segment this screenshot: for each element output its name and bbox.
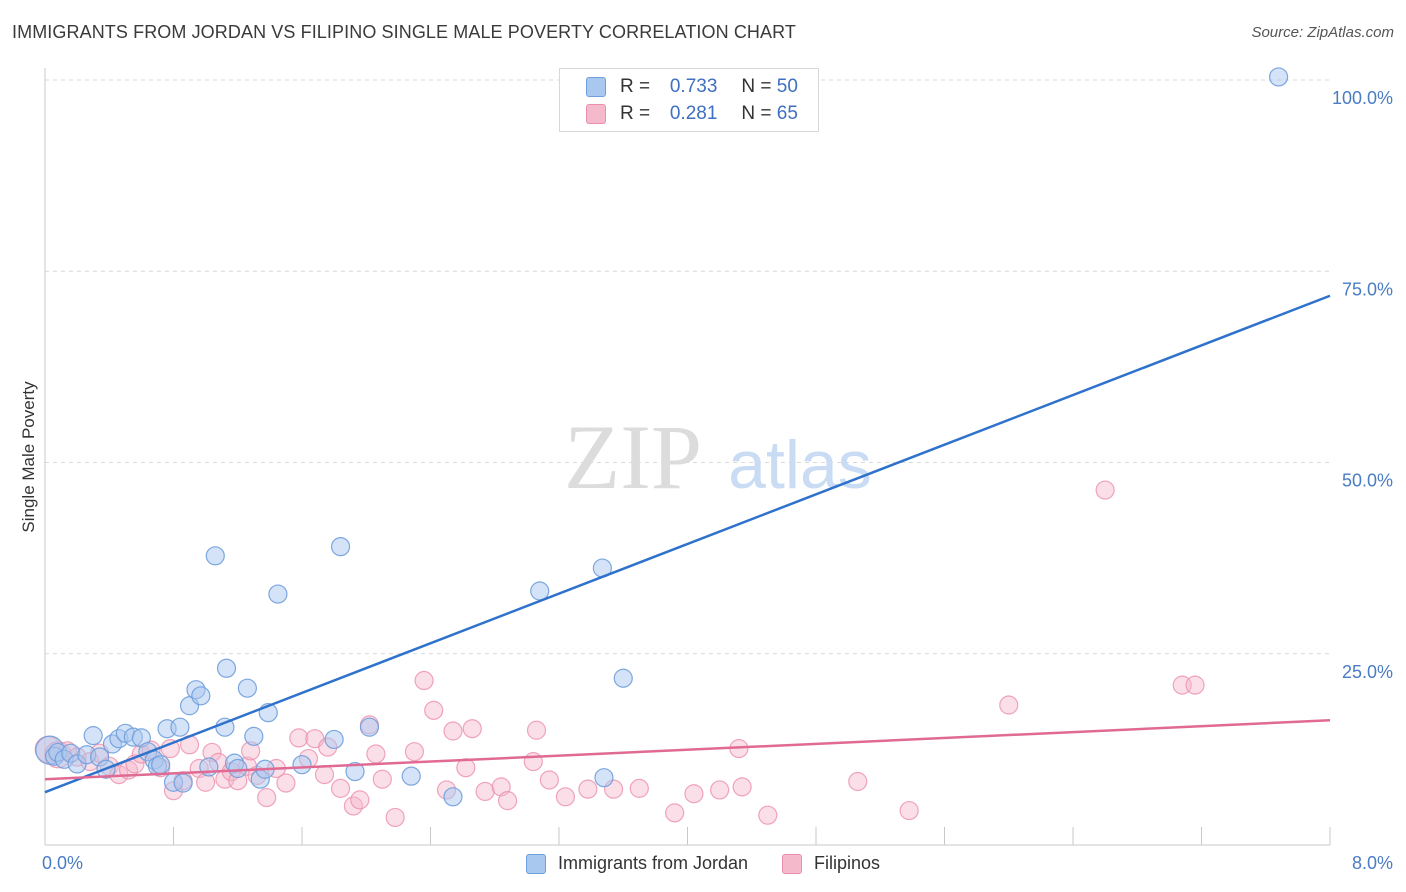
trend-line-jordan: [44, 294, 1331, 794]
y-tick-labels: 25.0% 50.0% 75.0% 100.0%: [1332, 88, 1393, 682]
point-filipino-61: [710, 780, 730, 800]
point-jordan-7: [83, 726, 103, 746]
legend-r-value-filipino: 0.281: [669, 103, 718, 124]
point-jordan-44: [443, 787, 463, 807]
point-filipino-35: [330, 778, 351, 798]
point-jordan-32: [237, 678, 257, 698]
point-jordan-18: [151, 755, 171, 775]
point-filipino-68: [1095, 480, 1115, 500]
point-filipino-49: [475, 781, 495, 802]
series-legend-jordan[interactable]: Immigrants from Jordan: [525, 853, 749, 874]
point-jordan-43: [401, 766, 421, 786]
legend-row-jordan: R = 0.733 N = 50: [586, 75, 798, 99]
point-jordan-47: [594, 768, 614, 788]
legend-n-value-filipino: 65: [776, 103, 798, 124]
point-filipino-58: [629, 778, 649, 798]
correlation-legend: R = 0.733 N = 50 R = 0.281 N = 65: [559, 68, 819, 132]
point-jordan-42: [359, 717, 380, 737]
legend-row-filipino: R = 0.281 N = 65: [586, 102, 798, 126]
point-jordan-29: [216, 658, 237, 678]
point-filipino-40: [372, 769, 392, 789]
x-tick-labels: 0.0% 8.0%: [42, 853, 1393, 873]
watermark-zip: ZIP: [564, 406, 702, 508]
series-swatch-jordan: [525, 853, 546, 874]
point-jordan-21: [170, 717, 190, 737]
point-jordan-31: [228, 758, 248, 779]
point-filipino-54: [539, 770, 559, 790]
x-tick-label-1: 8.0%: [1352, 853, 1393, 873]
legend-r-label: R =: [620, 76, 651, 97]
point-jordan-48: [613, 668, 633, 688]
point-filipino-55: [555, 787, 576, 807]
point-jordan-26: [199, 757, 219, 777]
point-filipino-51: [498, 791, 518, 811]
y-axis-label: Single Male Poverty: [19, 381, 38, 533]
x-tick-label-0: 0.0%: [42, 853, 83, 873]
point-filipino-70: [1185, 675, 1205, 695]
axes: [44, 68, 1331, 846]
legend-n-value-jordan: 50: [776, 76, 798, 97]
y-tick-label-2: 75.0%: [1342, 279, 1393, 299]
y-tick-label-3: 100.0%: [1332, 88, 1393, 108]
source-credit: Source: ZipAtlas.com: [1251, 24, 1394, 41]
point-jordan-33: [244, 726, 264, 746]
point-jordan-27: [205, 546, 225, 566]
legend-n-label: N =: [741, 103, 772, 124]
point-filipino-53: [526, 720, 547, 740]
legend-r-value-jordan: 0.733: [669, 76, 718, 97]
point-filipino-33: [314, 765, 335, 785]
point-filipino-60: [684, 784, 704, 804]
trend-line-filipino: [44, 719, 1331, 781]
series-name-jordan: Immigrants from Jordan: [557, 853, 749, 873]
point-filipino-46: [443, 721, 463, 741]
point-filipino-59: [665, 803, 685, 823]
legend-swatch-filipino: [586, 104, 606, 124]
chart-title: IMMIGRANTS FROM JORDAN VS FILIPINO SINGL…: [12, 22, 796, 42]
point-filipino-63: [732, 777, 752, 797]
point-jordan-38: [292, 755, 312, 775]
series-swatch-filipino: [782, 853, 803, 874]
point-filipino-30: [289, 728, 309, 748]
point-filipino-37: [350, 790, 370, 810]
point-filipino-44: [424, 700, 444, 720]
legend-swatch-jordan: [586, 77, 606, 97]
legend-r-label: R =: [620, 103, 651, 124]
point-filipino-66: [899, 800, 919, 821]
point-jordan-22: [173, 773, 193, 793]
point-filipino-39: [366, 744, 386, 764]
point-jordan-39: [324, 729, 344, 750]
series-legend: Immigrants from Jordan Filipinos: [0, 853, 1406, 874]
jordan-points: [35, 67, 1289, 807]
point-filipino-67: [999, 695, 1019, 715]
point-filipino-27: [257, 787, 277, 808]
legend-n-label: N =: [741, 76, 772, 97]
series-legend-filipino[interactable]: Filipinos: [782, 853, 880, 874]
series-name-filipino: Filipinos: [814, 853, 881, 873]
watermark: ZIP atlas: [564, 406, 872, 508]
point-jordan-41: [345, 761, 365, 782]
point-jordan-40: [330, 537, 351, 557]
point-filipino-42: [404, 742, 425, 762]
point-jordan-49: [1268, 67, 1289, 87]
grid-lines: [45, 79, 1330, 655]
point-filipino-43: [414, 670, 434, 691]
point-filipino-56: [578, 779, 598, 799]
point-jordan-25: [191, 686, 211, 706]
watermark-atlas: atlas: [728, 427, 872, 503]
point-filipino-64: [758, 805, 778, 825]
point-filipino-48: [462, 719, 482, 739]
point-jordan-37: [268, 584, 288, 604]
point-filipino-29: [276, 773, 296, 793]
y-tick-label-1: 50.0%: [1342, 471, 1393, 491]
point-filipino-41: [385, 807, 405, 828]
trend-lines: [44, 294, 1331, 794]
y-tick-label-0: 25.0%: [1342, 662, 1393, 682]
point-filipino-65: [848, 771, 868, 792]
